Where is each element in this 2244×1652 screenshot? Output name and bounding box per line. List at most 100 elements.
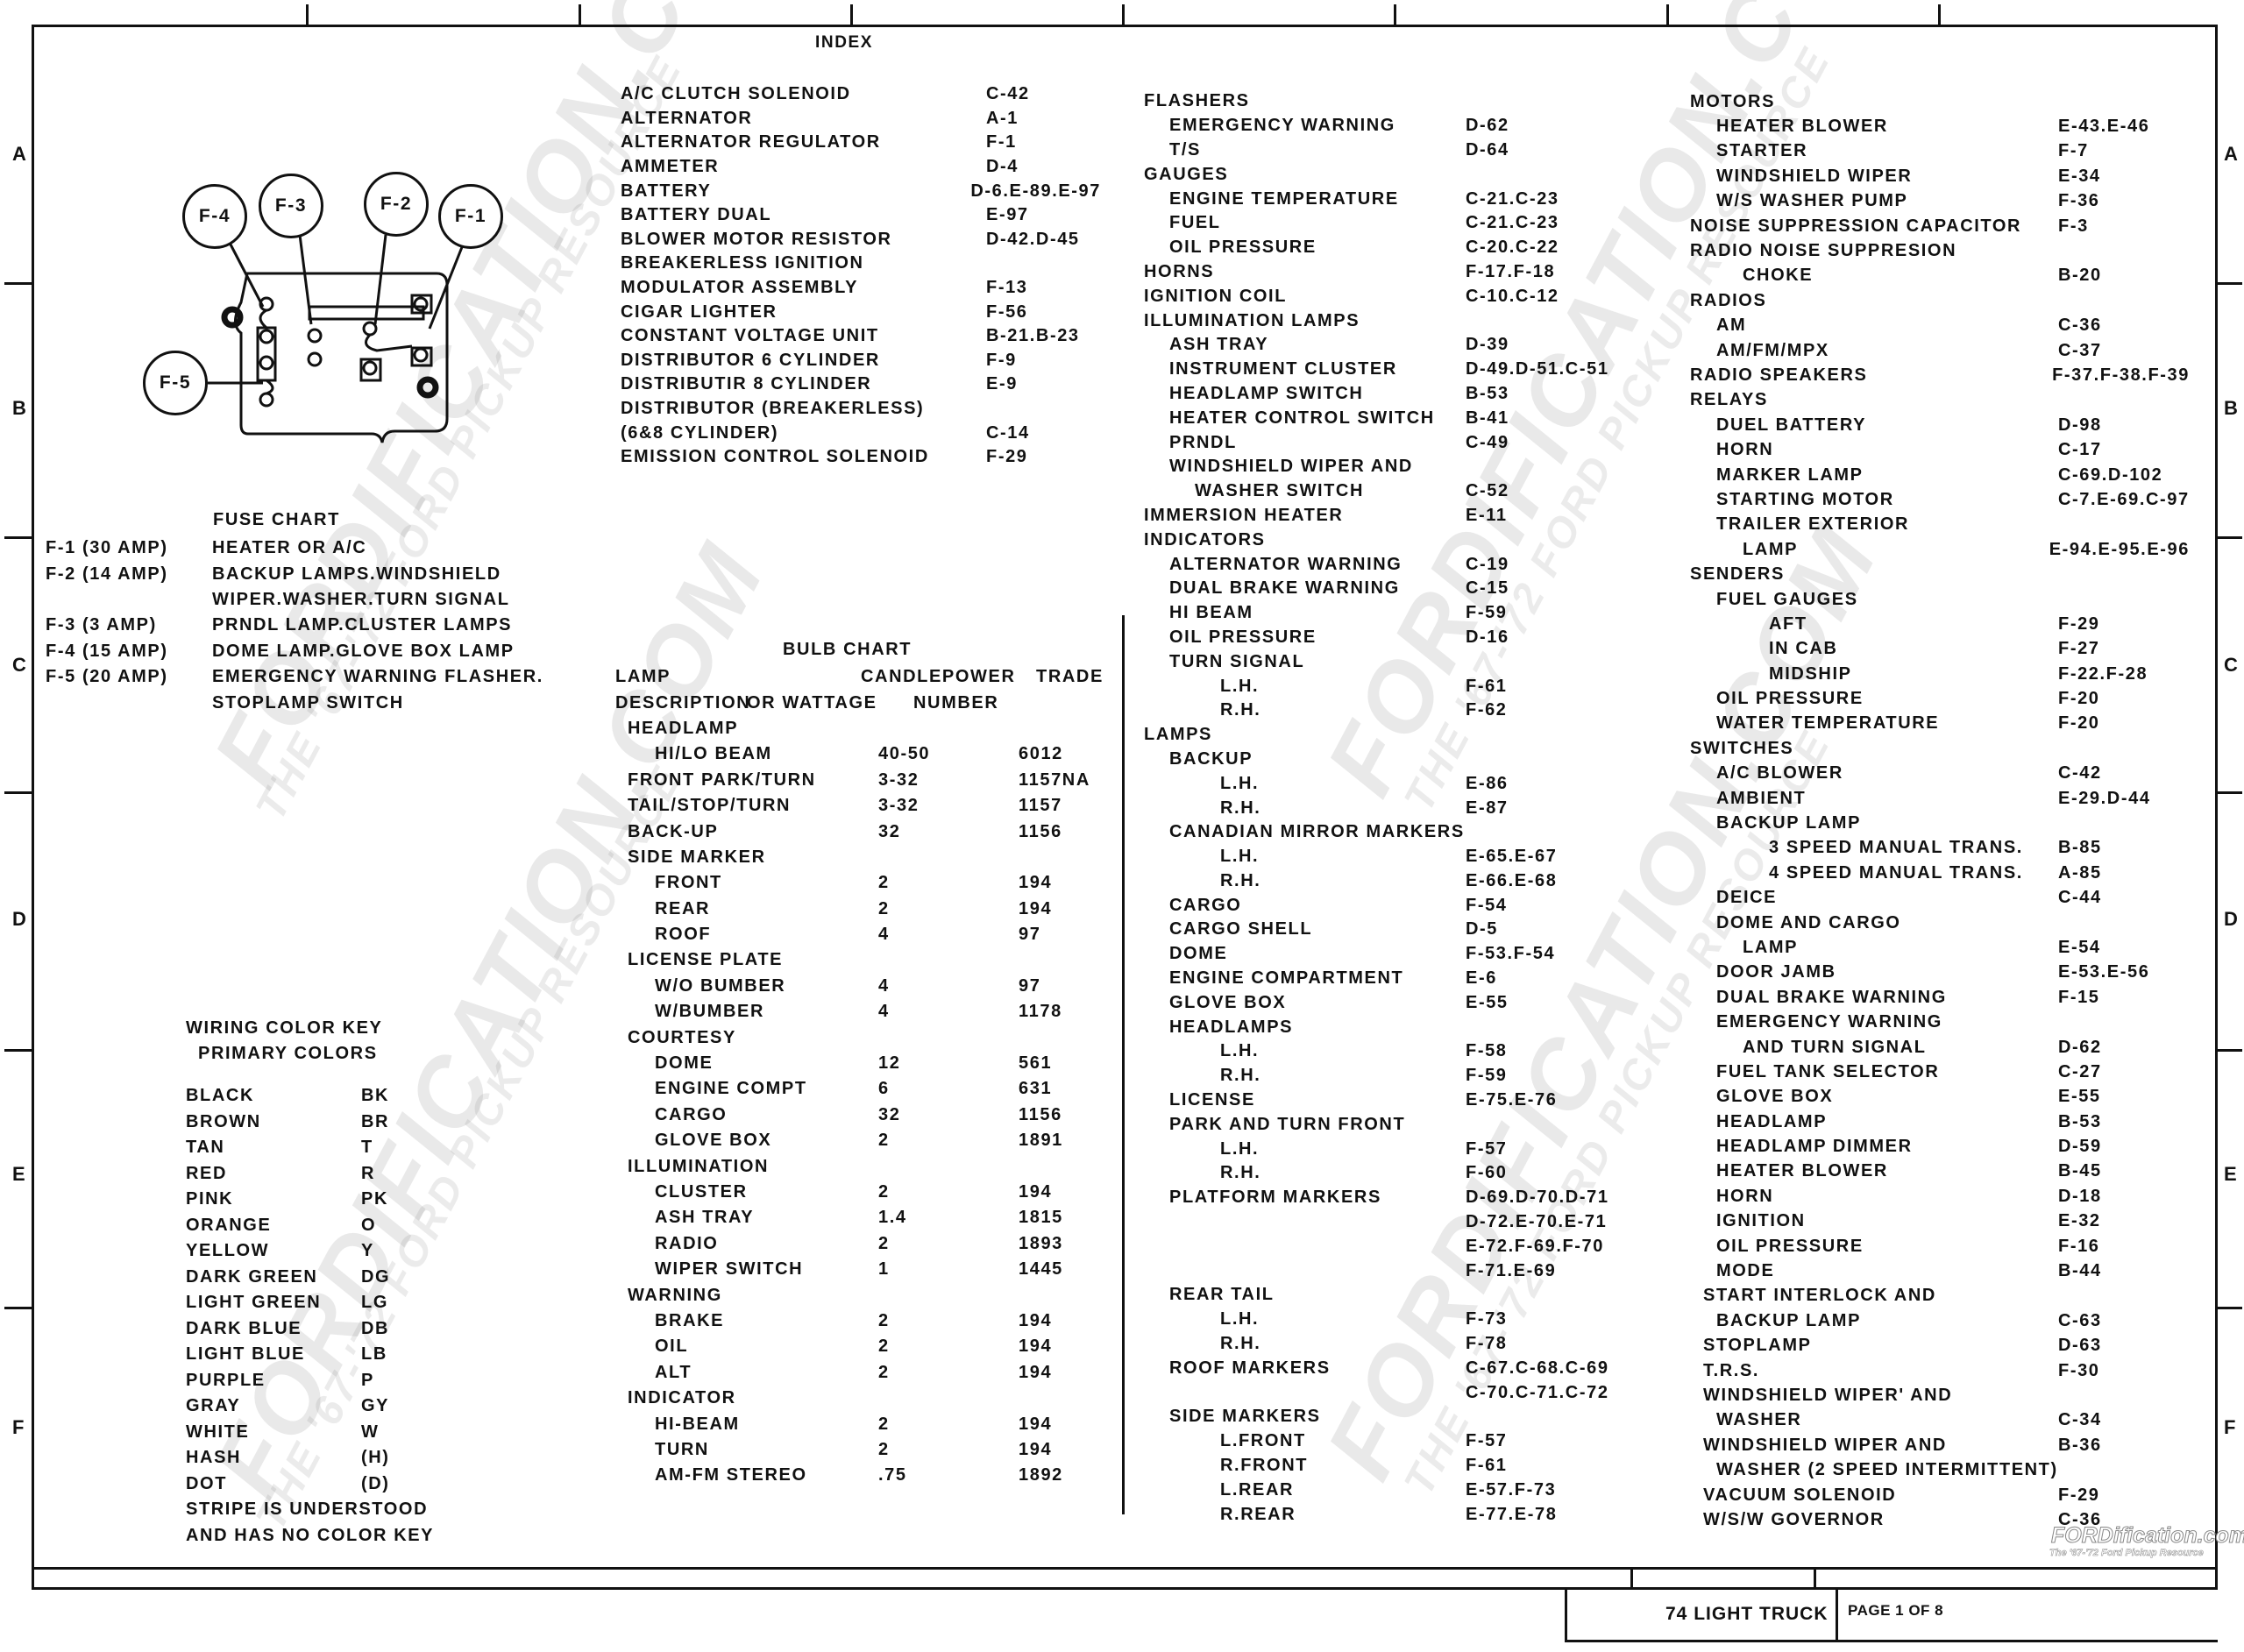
candlepower: 2	[878, 1310, 890, 1330]
lamp-description: OIL	[655, 1336, 689, 1357]
grid-location: C-27	[2058, 1061, 2102, 1081]
component-name: DUAL BRAKE WARNING	[1169, 578, 1400, 599]
index-entry: VACUUM SOLENOID F-29	[1690, 1483, 2190, 1507]
index-entry: R.H. E-66.E-68	[1144, 869, 1651, 894]
grid-location: F-9	[986, 350, 1017, 370]
fuse-row: F-1 (30 AMP) HEATER OR A/C	[46, 535, 543, 561]
candlepower: 2	[878, 1414, 890, 1434]
grid-location: F-73	[1466, 1309, 1508, 1329]
grid-location: C-67.C-68.C-69	[1466, 1358, 1609, 1378]
grid-location: C-17	[2058, 440, 2102, 460]
index-entry: EMISSION CONTROL SOLENOID F-29	[621, 445, 1101, 470]
grid-location: F-3	[2058, 216, 2089, 236]
index-entry: AMBIENT E-29.D-44	[1690, 786, 2190, 811]
index-entry: DISTRIBUTOR 6 CYLINDER F-9	[621, 349, 1101, 373]
color-name: YELLOW	[186, 1241, 270, 1261]
bulb-chart-row: ALT 2 194	[615, 1360, 1104, 1386]
grid-location: C-10.C-12	[1466, 286, 1559, 306]
grid-location: C-21.C-23	[1466, 188, 1559, 209]
index-entry: WASHER SWITCH C-52	[1144, 479, 1651, 504]
trade-number: 194	[1019, 898, 1053, 918]
component-name: WINDSHIELD WIPER AND	[1169, 457, 1413, 477]
color-code: LG	[361, 1293, 388, 1313]
component-name: L.REAR	[1220, 1479, 1295, 1500]
color-code: GY	[361, 1396, 390, 1416]
grid-location-wrap	[1466, 455, 1651, 479]
component-name: NOISE SUPPRESSION CAPACITOR	[1690, 216, 2022, 236]
component-name: BACKUP LAMP	[1716, 813, 1862, 833]
color-key-row: LIGHT BLUE LB	[186, 1342, 434, 1368]
index-entry: AM/FM/MPX C-37	[1690, 338, 2190, 363]
candlepower: 2	[878, 1336, 890, 1357]
fordification-logo-subtitle: The '67-'72 Ford Pickup Resource	[2049, 1548, 2204, 1559]
component-name: IGNITION COIL	[1144, 286, 1288, 306]
component-name: LICENSE	[1169, 1090, 1255, 1110]
grid-location: F-29	[2058, 1485, 2100, 1505]
bulb-chart-row: W/O BUMBER 4 97	[615, 974, 1104, 999]
fuse-callout-5: F-5	[143, 351, 208, 415]
index-entry: L.H. E-65.E-67	[1144, 845, 1651, 869]
grid-location-wrap: E-75.E-76	[1466, 1088, 1651, 1113]
color-name: HASH	[186, 1448, 242, 1468]
fuse-panel-diagram	[208, 234, 464, 443]
grid-location-wrap: F-62	[1466, 698, 1651, 723]
grid-location-wrap: C-20.C-22	[1466, 236, 1651, 260]
grid-location: D-6.E-89.E-97	[970, 181, 1101, 201]
component-name: DOOR JAMB	[1716, 962, 1836, 982]
candlepower: 2	[878, 1439, 890, 1459]
grid-location-wrap: F-53.F-54	[1466, 942, 1651, 967]
index-entry: AMMETER D-4	[621, 155, 1101, 180]
grid-location: E-65.E-67	[1466, 847, 1558, 867]
grid-location: E-34	[2058, 166, 2101, 186]
grid-location: C-52	[1466, 481, 1509, 501]
grid-letter: E	[12, 1163, 25, 1185]
grid-location-wrap	[2058, 811, 2190, 835]
grid-location-wrap: B-20	[2058, 264, 2190, 288]
index-entry: BACKUP	[1144, 748, 1651, 772]
grid-location-wrap: C-63	[2058, 1308, 2190, 1333]
component-name: A/C CLUTCH SOLENOID	[621, 84, 851, 104]
component-name: DUAL BRAKE WARNING	[1716, 987, 1947, 1007]
component-name: INDICATORS	[1144, 529, 1266, 549]
fuse-callout-1: F-4	[182, 184, 247, 249]
candlepower: 2	[878, 1182, 890, 1202]
color-code: W	[361, 1422, 380, 1442]
component-name: FUEL TANK SELECTOR	[1716, 1061, 1940, 1081]
fuse-row: F-3 (3 AMP) PRNDL LAMP.CLUSTER LAMPS	[46, 613, 543, 638]
grid-location: E-94.E-95.E-96	[2049, 539, 2190, 559]
grid-location-wrap: E-57.F-73	[1466, 1478, 1651, 1502]
candlepower: 12	[878, 1053, 901, 1074]
index-entry: WASHER (2 SPEED INTERMITTENT)	[1690, 1457, 2190, 1482]
component-name: AMBIENT	[1716, 788, 1807, 808]
grid-location: D-62	[2058, 1037, 2102, 1057]
component-name: GAUGES	[1144, 164, 1229, 184]
color-code: T	[361, 1138, 373, 1158]
grid-location: C-42	[986, 84, 1030, 104]
grid-letter: A	[12, 143, 26, 165]
lamp-description: HI-BEAM	[655, 1414, 740, 1434]
lamp-description: ENGINE COMPT	[655, 1079, 807, 1099]
trade-number: 194	[1019, 1414, 1053, 1434]
color-name: DARK GREEN	[186, 1266, 318, 1287]
color-key-table: BLACK BK BROWN BR TAN T RED R PINK PK ORANGE O YELLO…	[186, 1083, 434, 1549]
lamp-description: AM-FM STEREO	[655, 1465, 807, 1485]
grid-location: F-15	[2058, 987, 2100, 1007]
lamp-description: HEADLAMP	[628, 718, 739, 738]
grid-location-wrap: F-59	[1466, 601, 1651, 626]
bulb-chart-row: WIPER SWITCH 1 1445	[615, 1257, 1104, 1282]
index-entry: FUEL TANK SELECTOR C-27	[1690, 1060, 2190, 1084]
grid-location-wrap: A-1	[986, 107, 1101, 131]
grid-location-wrap: D-42.D-45	[986, 228, 1101, 252]
grid-location-wrap: E-11	[1466, 504, 1651, 528]
component-name: MARKER LAMP	[1716, 464, 1864, 485]
candlepower: 3-32	[878, 769, 920, 790]
grid-location-wrap	[2058, 1010, 2190, 1034]
component-name: DUEL BATTERY	[1716, 415, 1867, 435]
index-entry: IGNITION E-32	[1690, 1209, 2190, 1234]
grid-location: C-44	[2058, 888, 2102, 908]
index-entry: OIL PRESSURE D-16	[1144, 626, 1651, 650]
bulb-chart-row: ILLUMINATION	[615, 1153, 1104, 1179]
index-entry: FUEL GAUGES	[1690, 587, 2190, 612]
grid-location-wrap: C-49	[1466, 430, 1651, 455]
index-entry: OIL PRESSURE C-20.C-22	[1144, 236, 1651, 260]
